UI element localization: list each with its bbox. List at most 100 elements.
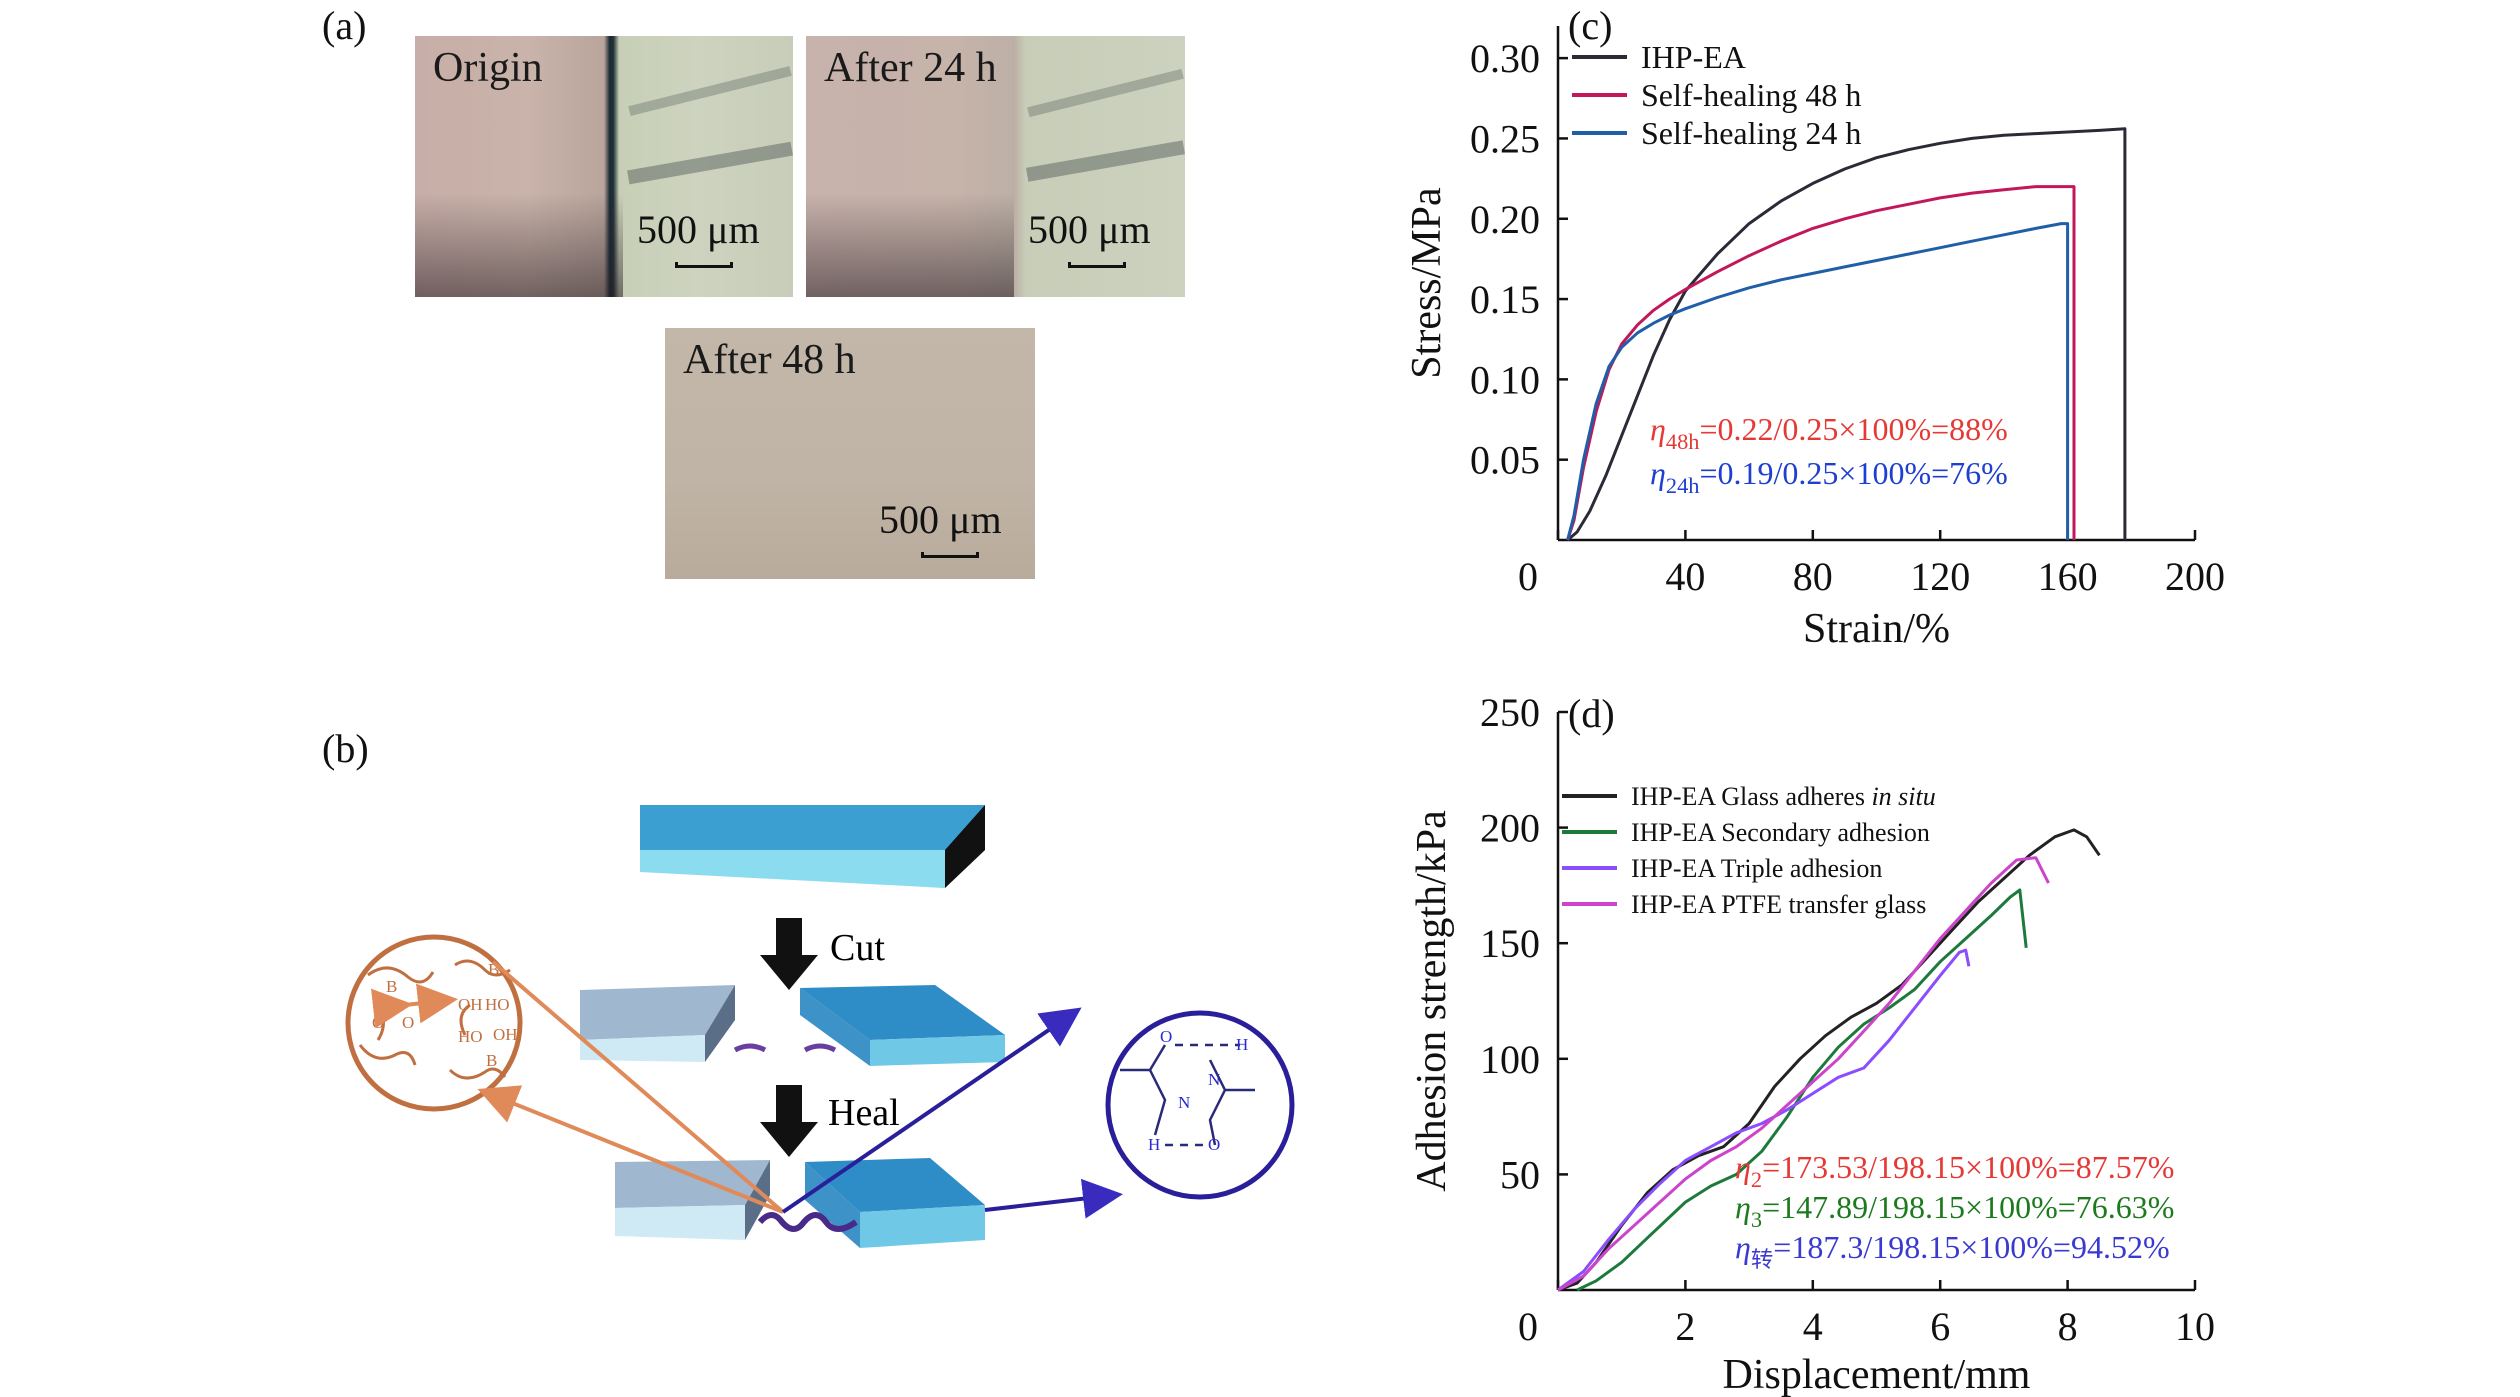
connector-line (477, 1085, 784, 1214)
y-tick-label: 0.25 (1470, 116, 1540, 161)
connector-line (781, 1007, 1082, 1214)
x-tick-label: 8 (2058, 1304, 2078, 1349)
cut-chain-fragments (733, 1043, 837, 1053)
micrograph-after-48h: After 48 h 500 μm (665, 328, 1035, 579)
series-line (1576, 888, 2028, 1292)
y-tick-label: 0.15 (1470, 277, 1540, 322)
down-arrow-icon (760, 918, 818, 990)
heal-label: Heal (828, 1092, 900, 1134)
chart-c-series (1566, 127, 2127, 542)
intact-slab (640, 805, 985, 888)
x-axis-label: Strain/% (1803, 606, 1950, 652)
atom-label: O (1160, 1027, 1172, 1046)
chart-d-annotations: η2=173.53/198.15×100%=87.57%η3=147.89/19… (1735, 1149, 2174, 1272)
scale-bar (675, 262, 733, 268)
y-tick-label: 0.05 (1470, 438, 1540, 483)
series-line (1566, 222, 2070, 541)
chart-d-legend: IHP-EA Glass adheres in situ IHP-EA Secon… (1562, 782, 1936, 919)
hydrogen-bond-inset (1105, 1010, 1295, 1200)
hydrogen-bond-bonds (1120, 1043, 1255, 1147)
chart-d-series (1557, 828, 2101, 1292)
micrograph-caption: After 24 h (824, 45, 997, 91)
y-tick-label: 200 (1480, 806, 1540, 851)
x-tick-label: 4 (1803, 1304, 1823, 1349)
scale-bar-label: 500 μm (1028, 207, 1151, 252)
atom-label: OH (493, 1025, 518, 1044)
legend-label: IHP-EA Glass adheres in situ (1631, 782, 1936, 811)
legend-label: Self-healing 24 h (1641, 115, 1861, 151)
y-tick-label: 0.30 (1470, 36, 1540, 81)
atom-label: HO (458, 1027, 483, 1046)
panel-label-c: (c) (1568, 3, 1613, 48)
origin-label: 0 (1518, 554, 1538, 599)
y-axis-label: Stress/MPa (1404, 187, 1450, 379)
atom-label: OH (458, 995, 483, 1014)
cut-slab-left (580, 985, 735, 1062)
efficiency-annotation: η2=173.53/198.15×100%=87.57% (1735, 1149, 2174, 1192)
scale-bar (921, 552, 979, 558)
x-tick-label: 200 (2165, 554, 2225, 599)
x-tick-label: 10 (2175, 1304, 2215, 1349)
x-tick-label: 40 (1665, 554, 1705, 599)
atom-label: N (1178, 1093, 1190, 1112)
down-arrow-icon (760, 1085, 818, 1157)
micrograph-origin: Origin 500 μm (415, 36, 793, 297)
atom-label: H (1236, 1035, 1248, 1054)
panel-label-d: (d) (1568, 691, 1615, 736)
y-axis-label: Adhesion strength/kPa (1409, 810, 1455, 1192)
series-line (1566, 127, 2127, 542)
x-axis-label: Displacement/mm (1723, 1352, 2031, 1397)
connector-line (984, 1178, 1123, 1219)
atom-label: N (1208, 1070, 1220, 1089)
series-line (1557, 856, 2050, 1292)
y-tick-label: 50 (1500, 1152, 1540, 1197)
y-tick-label: 250 (1480, 690, 1540, 735)
legend-label: IHP-EA Secondary adhesion (1631, 818, 1930, 847)
chart-c-annotations: η48h=0.22/0.25×100%=88%η24h=0.19/0.25×10… (1650, 411, 2008, 498)
series-line (1557, 828, 2101, 1292)
panel-label-a: (a) (322, 3, 367, 48)
scale-bar-label: 500 μm (637, 207, 760, 252)
legend-label: IHP-EA Triple adhesion (1631, 854, 1882, 883)
atom-label: O (1208, 1135, 1220, 1154)
micrograph-after-24h: After 24 h 500 μm (806, 36, 1185, 297)
legend-label: IHP-EA (1641, 39, 1746, 75)
atom-label: H (1148, 1135, 1160, 1154)
x-tick-label: 80 (1793, 554, 1833, 599)
exchange-arrow-icon (370, 983, 458, 1029)
connector-line (491, 960, 785, 1214)
cut-slab-right (800, 985, 1005, 1066)
origin-label: 0 (1518, 1304, 1538, 1349)
micrograph-caption: Origin (433, 45, 543, 91)
chart-d-axes: 2 4 6 8 10050100150200250Displacement/mmAdhe… (1409, 690, 2215, 1397)
legend-label: IHP-EA PTFE transfer glass (1631, 890, 1926, 919)
chart-c-axes: 40 80 120 160 200 0 0.05 0.10 0.15 0.20 0.25 0.30 St… (1404, 26, 2225, 652)
atom-label: B (486, 1051, 497, 1070)
y-tick-label: 0.20 (1470, 197, 1540, 242)
y-tick-label: 100 (1480, 1037, 1540, 1082)
y-tick-label: 150 (1480, 921, 1540, 966)
series-line (1557, 948, 1971, 1292)
healed-interface-chains (757, 1212, 858, 1232)
y-tick-label: 0.10 (1470, 357, 1540, 402)
cut-label: Cut (830, 927, 885, 969)
x-tick-label: 6 (1930, 1304, 1950, 1349)
micrograph-caption: After 48 h (683, 337, 856, 383)
efficiency-annotation: η24h=0.19/0.25×100%=76% (1650, 455, 2008, 498)
x-tick-label: 2 (1675, 1304, 1695, 1349)
x-tick-label: 120 (1910, 554, 1970, 599)
efficiency-annotation: η48h=0.22/0.25×100%=88% (1650, 411, 2008, 454)
efficiency-annotation: η3=147.89/198.15×100%=76.63% (1735, 1189, 2174, 1232)
scale-bar-label: 500 μm (879, 497, 1002, 542)
legend-label: Self-healing 48 h (1641, 77, 1861, 113)
legend-label-italic: in situ (1865, 782, 1936, 811)
scale-bar (1068, 262, 1126, 268)
atom-label: HO (485, 995, 510, 1014)
panel-label-b: (b) (322, 726, 369, 771)
x-tick-label: 160 (2038, 554, 2098, 599)
atom-label: B (488, 960, 499, 979)
